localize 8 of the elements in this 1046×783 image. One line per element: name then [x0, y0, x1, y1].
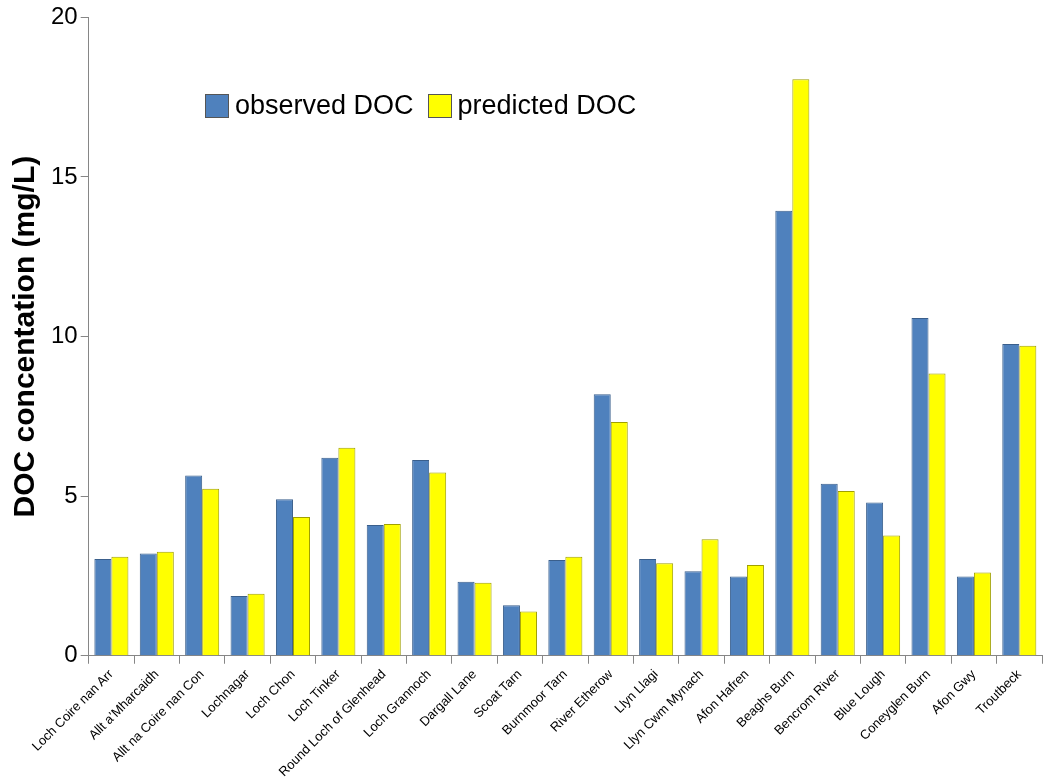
legend-label: observed DOC — [235, 90, 414, 121]
y-axis-title: DOC concentation (mg/L) — [7, 155, 41, 518]
y-tick-label: 20 — [50, 2, 78, 30]
y-tick-label: 0 — [64, 640, 78, 668]
legend-label: predicted DOC — [457, 90, 637, 121]
y-tick-label: 10 — [50, 321, 78, 349]
y-tick-label: 5 — [64, 480, 78, 508]
y-tick-label: 15 — [50, 161, 78, 189]
